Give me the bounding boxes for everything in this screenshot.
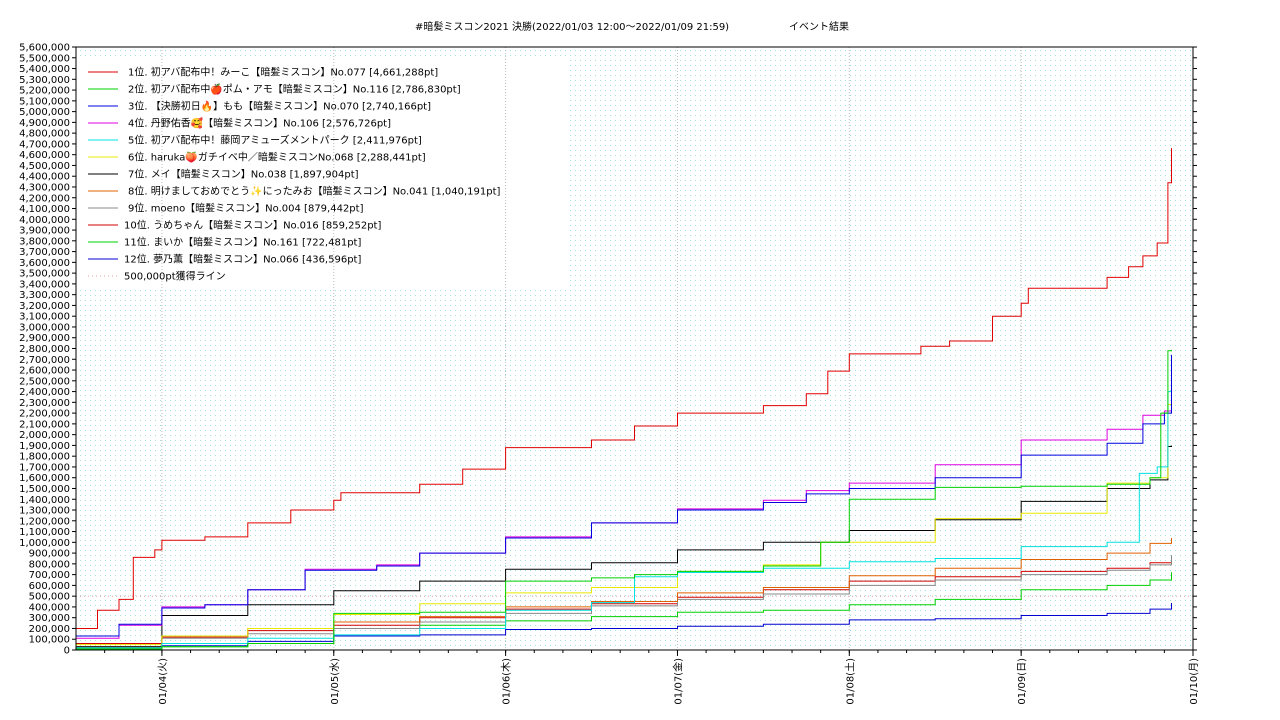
y-tick-label: 2,300,000 bbox=[19, 398, 70, 409]
y-tick-label: 1,400,000 bbox=[19, 495, 70, 506]
y-tick-label: 2,000,000 bbox=[19, 430, 70, 441]
y-tick-label: 2,700,000 bbox=[19, 355, 70, 366]
y-tick-label: 4,900,000 bbox=[19, 118, 70, 129]
y-tick-label: 5,100,000 bbox=[19, 96, 70, 107]
x-tick-label: 01/09(日) bbox=[1017, 658, 1028, 705]
x-tick-label: 01/05(水) bbox=[329, 658, 341, 705]
y-tick-label: 100,000 bbox=[29, 635, 70, 646]
series-line-3 bbox=[76, 354, 1172, 637]
y-tick-label: 2,900,000 bbox=[19, 333, 70, 344]
legend-background bbox=[78, 60, 568, 290]
y-tick-label: 700,000 bbox=[29, 570, 70, 581]
series-line-2 bbox=[76, 349, 1172, 650]
legend-label: 7位. メイ【暗髪ミスコン】No.038 [1,897,904pt] bbox=[128, 168, 359, 181]
legend-label: 8位. 明けましておめでとう✨にったみお【暗髪ミスコン】No.041 [1,04… bbox=[128, 185, 501, 198]
y-tick-label: 200,000 bbox=[29, 624, 70, 635]
y-tick-label: 1,500,000 bbox=[19, 484, 70, 495]
x-tick-label: 01/08(土) bbox=[843, 658, 856, 705]
y-tick-label: 5,300,000 bbox=[19, 75, 70, 86]
legend-label: 500,000pt獲得ライン bbox=[124, 270, 226, 283]
y-tick-label: 2,800,000 bbox=[19, 344, 70, 355]
y-tick-label: 5,500,000 bbox=[19, 53, 70, 64]
chart-subtitle: イベント結果 bbox=[789, 20, 849, 33]
x-tick-label: 01/04(火) bbox=[157, 658, 169, 705]
y-tick-label: 3,200,000 bbox=[19, 301, 70, 312]
y-tick-label: 500,000 bbox=[29, 592, 70, 603]
y-tick-label: 4,100,000 bbox=[19, 204, 70, 215]
y-tick-label: 3,000,000 bbox=[19, 322, 70, 333]
y-tick-label: 5,600,000 bbox=[19, 43, 70, 54]
y-tick-label: 1,300,000 bbox=[19, 506, 70, 517]
y-tick-label: 3,900,000 bbox=[19, 226, 70, 237]
y-tick-label: 2,500,000 bbox=[19, 376, 70, 387]
y-tick-label: 2,600,000 bbox=[19, 366, 70, 377]
y-tick-label: 0 bbox=[64, 646, 70, 657]
y-tick-label: 4,200,000 bbox=[19, 193, 70, 204]
y-tick-label: 1,600,000 bbox=[19, 473, 70, 484]
y-tick-label: 4,700,000 bbox=[19, 139, 70, 150]
legend-label: 4位. 丹野佑香🥰【暗髪ミスコン】No.106 [2,576,726pt] bbox=[128, 117, 391, 130]
y-tick-label: 1,000,000 bbox=[19, 538, 70, 549]
y-tick-label: 3,500,000 bbox=[19, 269, 70, 280]
y-tick-label: 2,200,000 bbox=[19, 409, 70, 420]
y-tick-label: 1,700,000 bbox=[19, 462, 70, 473]
y-tick-label: 2,400,000 bbox=[19, 387, 70, 398]
legend-label: 2位. 初アバ配布中🍎ポム・アモ【暗髪ミスコン】No.116 [2,786,83… bbox=[128, 83, 461, 96]
legend-label: 5位. 初アバ配布中！藤岡アミューズメントパーク [2,411,976pt] bbox=[128, 134, 422, 147]
series-line-1 bbox=[76, 148, 1172, 629]
legend-label: 12位. 夢乃薫【暗髪ミスコン】No.066 [436,596pt] bbox=[124, 253, 361, 266]
y-tick-label: 1,100,000 bbox=[19, 527, 70, 538]
y-tick-label: 4,500,000 bbox=[19, 161, 70, 172]
y-tick-label: 1,200,000 bbox=[19, 516, 70, 527]
y-tick-label: 1,900,000 bbox=[19, 441, 70, 452]
y-tick-label: 5,000,000 bbox=[19, 107, 70, 118]
y-tick-label: 3,600,000 bbox=[19, 258, 70, 269]
x-tick-label: 01/07(金) bbox=[671, 658, 684, 705]
x-tick-label: 01/06(木) bbox=[501, 658, 513, 705]
series-line-7 bbox=[76, 445, 1172, 648]
legend-label: 3位. 【決勝初日🔥】もも【暗髪ミスコン】No.070 [2,740,166pt… bbox=[128, 100, 431, 113]
y-tick-label: 3,300,000 bbox=[19, 290, 70, 301]
y-tick-label: 5,400,000 bbox=[19, 64, 70, 75]
legend-label: 10位. うめちゃん【暗髪ミスコン】No.016 [859,252pt] bbox=[124, 219, 381, 232]
chart-title: #暗髪ミスコン2021 決勝(2022/01/03 12:00～2022/01/… bbox=[415, 20, 729, 33]
legend-label: 11位. まいか【暗髪ミスコン】No.161 [722,481pt] bbox=[124, 236, 361, 249]
y-tick-label: 5,200,000 bbox=[19, 86, 70, 97]
legend-label: 9位. moeno【暗髪ミスコン】No.004 [879,442pt] bbox=[128, 202, 364, 215]
y-tick-label: 400,000 bbox=[29, 602, 70, 613]
y-tick-label: 3,100,000 bbox=[19, 312, 70, 323]
y-tick-label: 1,800,000 bbox=[19, 452, 70, 463]
y-tick-label: 4,300,000 bbox=[19, 182, 70, 193]
y-tick-label: 300,000 bbox=[29, 613, 70, 624]
y-tick-label: 2,100,000 bbox=[19, 419, 70, 430]
legend-label: 6位. haruka🍑ガチイベ中／暗髪ミスコンNo.068 [2,288,441… bbox=[128, 151, 426, 164]
y-tick-label: 800,000 bbox=[29, 559, 70, 570]
y-tick-label: 600,000 bbox=[29, 581, 70, 592]
y-tick-label: 900,000 bbox=[29, 549, 70, 560]
y-tick-label: 4,000,000 bbox=[19, 215, 70, 226]
legend-label: 1位. 初アバ配布中！みーこ【暗髪ミスコン】No.077 [4,661,288p… bbox=[128, 66, 438, 79]
x-tick-label: 01/10(月) bbox=[1188, 658, 1200, 705]
y-tick-label: 4,600,000 bbox=[19, 150, 70, 161]
y-tick-label: 3,700,000 bbox=[19, 247, 70, 258]
y-tick-label: 4,800,000 bbox=[19, 129, 70, 140]
y-tick-label: 4,400,000 bbox=[19, 172, 70, 183]
y-tick-label: 3,400,000 bbox=[19, 279, 70, 290]
series-line-12 bbox=[76, 603, 1172, 650]
y-tick-label: 3,800,000 bbox=[19, 236, 70, 247]
